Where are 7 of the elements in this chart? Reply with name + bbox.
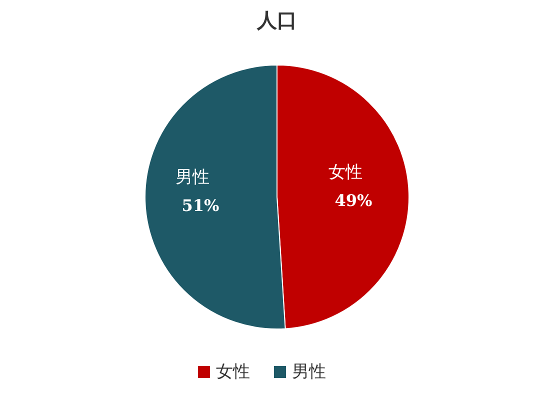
legend-label: 女性 (216, 362, 250, 382)
slice-label: 男性 (175, 167, 210, 188)
legend-label: 男性 (292, 362, 326, 382)
chart-title: 人口 (256, 8, 297, 32)
data-label: 49% (334, 191, 372, 210)
data-label: 51% (182, 196, 220, 215)
slice-label: 女性 (328, 162, 363, 183)
